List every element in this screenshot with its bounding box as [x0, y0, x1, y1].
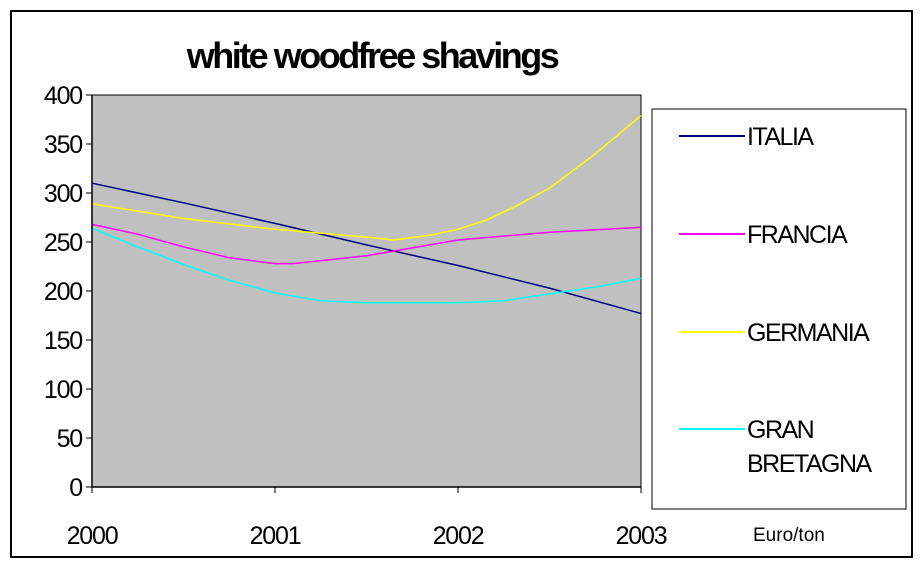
y-tick-label: 0	[69, 474, 82, 502]
x-tick-label: 2001	[250, 522, 301, 550]
y-tick-label: 150	[44, 327, 82, 355]
series-layer	[91, 115, 642, 315]
x-tick-label: 2003	[616, 522, 667, 550]
series-line-1	[91, 223, 642, 265]
y-tick-label: 200	[44, 278, 82, 306]
x-tick-label: 2000	[67, 522, 118, 550]
legend-box	[651, 108, 907, 510]
series-line-0	[91, 182, 642, 315]
y-tick-label: 50	[57, 425, 83, 453]
unit-label: Euro/ton	[753, 525, 825, 546]
series-line-2	[91, 115, 642, 241]
y-tick-label: 300	[44, 180, 82, 208]
legend-label-2: GERMANIA	[747, 319, 870, 347]
series-line-3	[91, 227, 642, 304]
chart-title: white woodfree shavings	[186, 35, 559, 76]
legend-label-1: FRANCIA	[747, 221, 848, 249]
y-tick-label: 400	[44, 82, 82, 110]
x-axis-ticks: 2000 2001 2002 2003	[67, 487, 668, 550]
y-tick-label: 250	[44, 229, 82, 257]
legend-label-3: GRAN BRETAGNA	[747, 416, 872, 478]
chart-frame: white woodfree shavings 0 50 100 150 200 250 3…	[10, 10, 913, 558]
legend-label-0: ITALIA	[747, 123, 814, 151]
x-tick-label: 2002	[433, 522, 484, 550]
y-tick-label: 350	[44, 131, 82, 159]
y-axis-ticks: 0 50 100 150 200 250 300 350 400	[44, 82, 92, 502]
y-tick-label: 100	[44, 376, 82, 404]
plot-area	[91, 94, 642, 488]
chart: white woodfree shavings 0 50 100 150 200 250 3…	[44, 35, 907, 550]
legend: ITALIA FRANCIA GERMANIA GRAN BRETAGNA	[651, 108, 907, 510]
